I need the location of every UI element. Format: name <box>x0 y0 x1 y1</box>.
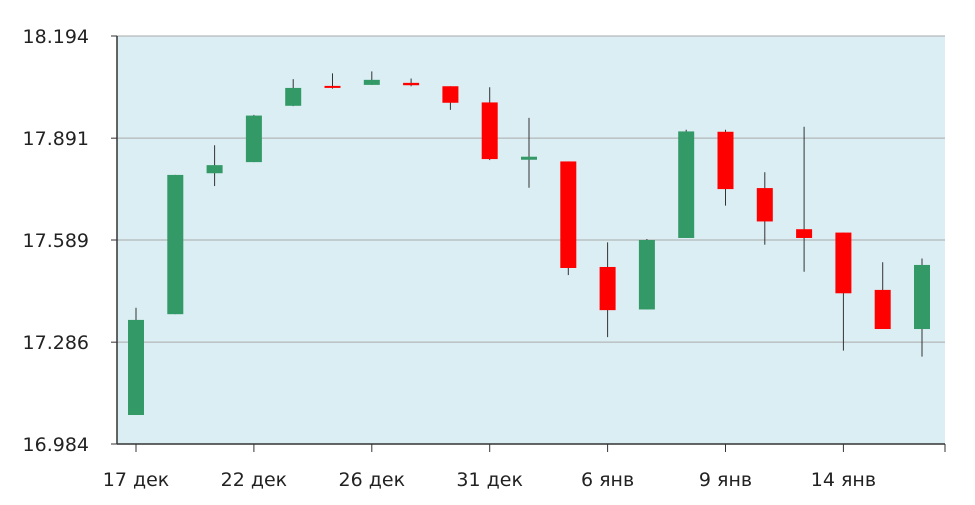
y-tick-label: 17.286 <box>23 332 89 354</box>
candle-down <box>796 126 813 272</box>
candle-body <box>796 229 813 238</box>
candle-body <box>442 86 459 103</box>
candle-up <box>678 129 695 238</box>
candle-body <box>285 87 302 106</box>
y-tick-label: 17.891 <box>23 128 89 150</box>
candle-up <box>638 238 655 310</box>
candle-body <box>835 232 852 294</box>
candle-down <box>442 86 459 110</box>
x-tick-label: 26 дек <box>339 469 406 491</box>
candle-down <box>481 87 498 161</box>
candle-down <box>324 73 341 89</box>
candle-down <box>874 262 891 330</box>
candle-up <box>285 79 302 107</box>
candle-body <box>245 115 262 163</box>
x-tick-label: 22 дек <box>221 469 288 491</box>
candle-body <box>717 131 734 190</box>
x-tick-label: 6 янв <box>581 469 634 491</box>
candle-body <box>599 266 616 311</box>
candle-down <box>599 242 616 338</box>
candle-body <box>403 82 420 86</box>
x-axis-tick-labels: 17 дек 22 дек 26 дек 31 дек 6 янв 9 янв 14 янв <box>103 469 876 491</box>
candle-body <box>206 165 223 174</box>
candle-body <box>363 79 380 85</box>
candle-body <box>638 240 655 310</box>
y-tick-label: 18.194 <box>23 26 89 48</box>
candles <box>128 71 930 416</box>
axes <box>111 35 946 452</box>
x-tick-label: 9 янв <box>699 469 752 491</box>
candle-body <box>560 161 577 268</box>
candle-down <box>835 232 852 351</box>
y-tick-label: 17.589 <box>23 230 89 252</box>
candle-down <box>403 78 420 87</box>
candle-down <box>560 161 577 276</box>
candle-body <box>481 102 498 160</box>
candle-up <box>167 174 184 315</box>
candle-body <box>914 264 930 330</box>
x-tick-label: 17 дек <box>103 469 170 491</box>
y-tick-label: 16.984 <box>23 434 89 456</box>
x-tick-label: 31 дек <box>456 469 523 491</box>
candle-body <box>678 131 695 238</box>
candle-up <box>914 258 930 357</box>
candle-up <box>521 117 537 188</box>
candle-body <box>128 319 144 416</box>
candle-body <box>756 188 773 222</box>
candle-down <box>717 129 734 206</box>
candle-body <box>874 289 891 330</box>
candle-up <box>245 114 262 163</box>
candle-body <box>167 174 184 315</box>
candle-body <box>521 156 537 160</box>
candle-up <box>363 71 380 85</box>
candle-up <box>206 145 223 187</box>
y-axis-tick-labels: 18.194 17.891 17.589 17.286 16.984 <box>23 26 89 456</box>
candle-up <box>128 307 144 416</box>
candle-body <box>324 85 341 88</box>
candle-down <box>756 172 773 245</box>
x-tick-label: 14 янв <box>811 469 876 491</box>
